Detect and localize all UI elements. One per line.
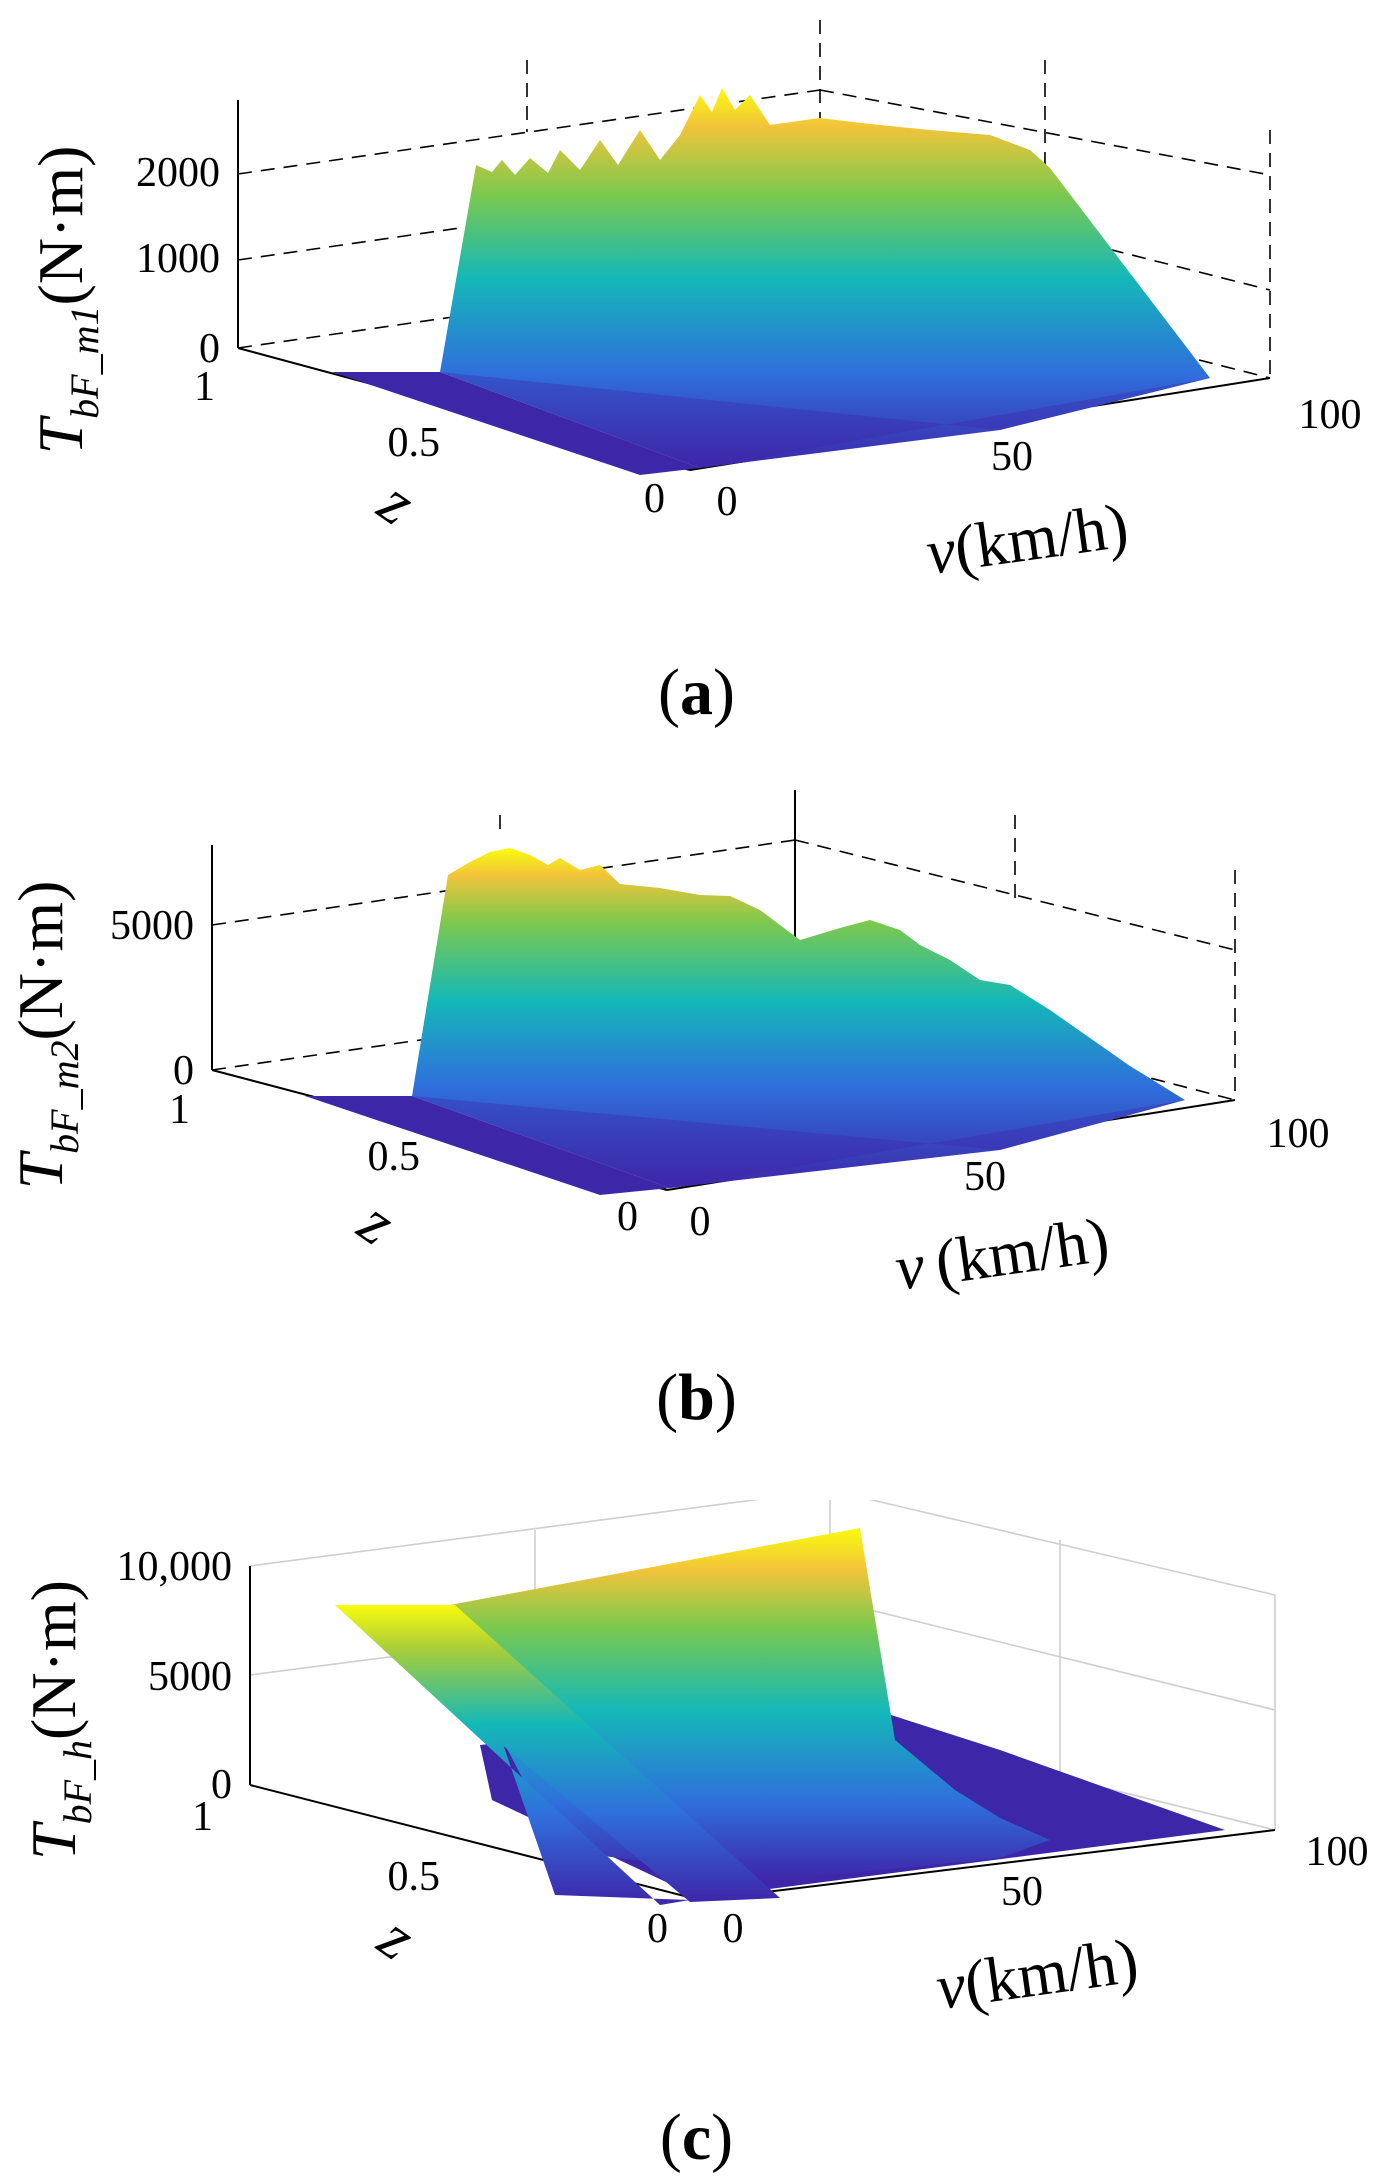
zlabel-subscript-c: bF_h bbox=[55, 1740, 100, 1824]
surface-a bbox=[332, 88, 1210, 475]
zlabel-a: TbF_m1(N·m) bbox=[25, 146, 107, 455]
surface-floor-b bbox=[305, 1096, 670, 1195]
panel-caption-a: (a) bbox=[658, 656, 735, 729]
z-ticks-a: 0 1000 2000 bbox=[136, 150, 220, 372]
xlabel-a: v(km/h) bbox=[922, 489, 1133, 588]
surface-front-shade-b bbox=[412, 1096, 1185, 1188]
svg-text:TbF_h(N·m): TbF_h(N·m) bbox=[18, 1580, 100, 1860]
zlabel-symbol-c: T bbox=[18, 1820, 89, 1860]
xlabel-unit-b: (km/h) bbox=[931, 1204, 1113, 1299]
xlabel-symbol-b: v bbox=[891, 1229, 930, 1303]
y-tick-a-0: 0 bbox=[644, 476, 665, 522]
chart-panel-c: 0 5000 10,000 1 0.5 0 0 50 100 TbF_h(N·m… bbox=[18, 1500, 1369, 2023]
zlabel-b: TbF_m2(N·m) bbox=[5, 881, 87, 1190]
xlabel-unit-a: (km/h) bbox=[950, 489, 1132, 584]
chart-panel-b: 0 5000 1 0.5 0 0 50 100 TbF_m2(N·m) z v(… bbox=[5, 790, 1330, 1304]
surface-body-a bbox=[440, 88, 1210, 468]
x-tick-c-0: 0 bbox=[723, 1906, 744, 1952]
z-tick-b-5000: 5000 bbox=[110, 903, 194, 949]
svg-text:TbF_m2(N·m): TbF_m2(N·m) bbox=[5, 881, 87, 1190]
y-tick-b-1: 1 bbox=[169, 1087, 190, 1133]
z-tick-a-2: 2000 bbox=[136, 150, 220, 196]
y-ticks-b: 1 0.5 0 bbox=[169, 1087, 638, 1240]
surface-front-sheet-c2 bbox=[335, 1605, 780, 1902]
panel-caption-b: (b) bbox=[656, 1361, 737, 1434]
y-ticks-a: 1 0.5 0 bbox=[194, 364, 665, 522]
surface-front-sheet-c bbox=[335, 1605, 690, 1905]
ylabel-c: z bbox=[366, 1901, 428, 1974]
y-tick-c-1: 1 bbox=[192, 1794, 213, 1840]
y-tick-c-05: 0.5 bbox=[388, 1854, 441, 1900]
z-tick-b-0: 0 bbox=[173, 1048, 194, 1094]
x-tick-b-100: 100 bbox=[1267, 1111, 1330, 1157]
x-tick-c-100: 100 bbox=[1306, 1829, 1369, 1875]
z-tick-c-0: 0 bbox=[211, 1762, 232, 1808]
x-tick-a-100: 100 bbox=[1299, 392, 1362, 438]
zlabel-subscript-b: bF_m2 bbox=[42, 1041, 87, 1154]
y-tick-a-05: 0.5 bbox=[388, 420, 441, 466]
x-ticks-b: 0 50 100 bbox=[690, 1111, 1330, 1245]
zlabel-symbol-b: T bbox=[5, 1149, 76, 1189]
z-tick-a-1: 1000 bbox=[136, 236, 220, 282]
xlabel-b: v(km/h) bbox=[891, 1204, 1113, 1304]
z-ticks-c: 0 5000 10,000 bbox=[117, 1544, 233, 1808]
surface-c bbox=[335, 1528, 1225, 1905]
y-tick-b-0: 0 bbox=[617, 1194, 638, 1240]
surface-front-shade-a bbox=[440, 372, 1210, 468]
zlabel-symbol-a: T bbox=[25, 414, 96, 454]
zlabel-unit-c: (N·m) bbox=[18, 1580, 89, 1740]
z-tick-c-10000: 10,000 bbox=[117, 1544, 233, 1590]
z-ticks-b: 0 5000 bbox=[110, 903, 194, 1094]
z-tick-c-5000: 5000 bbox=[148, 1654, 232, 1700]
y-tick-a-1: 1 bbox=[194, 364, 215, 410]
zlabel-subscript-a: bF_m1 bbox=[62, 306, 107, 419]
panel-caption-c: (c) bbox=[659, 2101, 734, 2174]
surface-floor-a bbox=[332, 372, 700, 475]
xlabel-unit-c: (km/h) bbox=[960, 1924, 1142, 2019]
surface-b bbox=[305, 848, 1185, 1195]
x-tick-b-0: 0 bbox=[690, 1199, 711, 1245]
y-tick-c-0: 0 bbox=[647, 1906, 668, 1952]
z-tick-a-0: 0 bbox=[199, 326, 220, 372]
zlabel-c: TbF_h(N·m) bbox=[18, 1580, 100, 1860]
x-tick-c-50: 50 bbox=[1001, 1869, 1043, 1915]
xlabel-c: v(km/h) bbox=[932, 1924, 1143, 2023]
x-ticks-a: 0 50 100 bbox=[717, 392, 1362, 525]
y-ticks-c: 1 0.5 0 bbox=[192, 1794, 668, 1952]
ylabel-a: z bbox=[366, 466, 428, 539]
x-tick-b-50: 50 bbox=[964, 1154, 1006, 1200]
chart-panel-a: 0 1000 2000 1 0.5 0 0 50 100 TbF_m1(N·m)… bbox=[25, 20, 1362, 588]
svg-text:TbF_m1(N·m): TbF_m1(N·m) bbox=[25, 146, 107, 455]
zlabel-unit-a: (N·m) bbox=[25, 146, 96, 306]
y-tick-b-05: 0.5 bbox=[368, 1134, 421, 1180]
surface-body-b bbox=[412, 848, 1185, 1188]
zlabel-unit-b: (N·m) bbox=[5, 881, 76, 1041]
x-tick-a-0: 0 bbox=[717, 479, 738, 525]
x-ticks-c: 0 50 100 bbox=[723, 1829, 1369, 1952]
x-tick-a-50: 50 bbox=[991, 434, 1033, 480]
ylabel-b: z bbox=[346, 1186, 408, 1259]
